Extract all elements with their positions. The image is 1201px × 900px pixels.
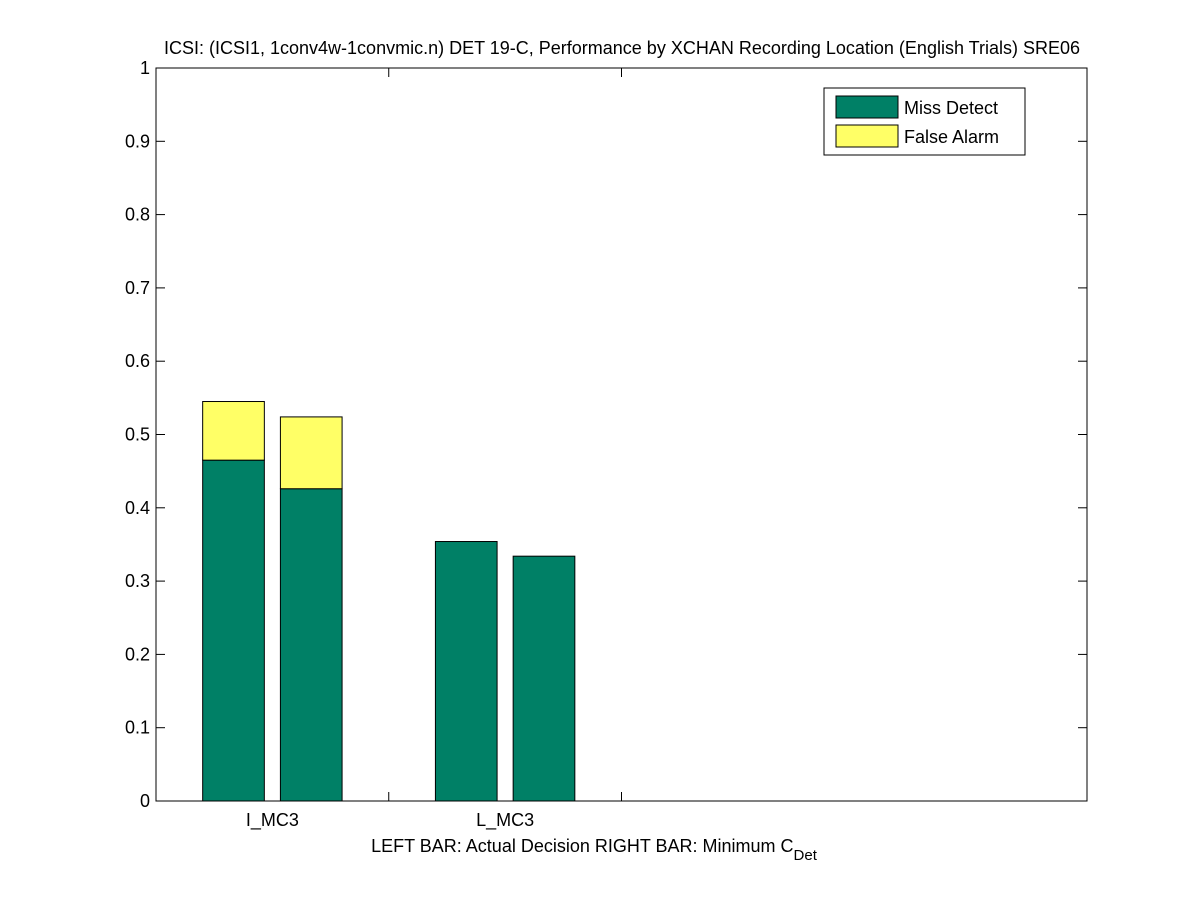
chart-title: ICSI: (ICSI1, 1conv4w-1convmic.n) DET 19…	[164, 38, 1080, 58]
y-tick-label: 0.8	[125, 205, 150, 225]
y-axis: 0 0.1 0.2 0.3 0.4 0.5 0.6 0.7 0.8 0.9 1	[125, 58, 1087, 811]
bar-segment	[512, 555, 576, 802]
x-axis-label: LEFT BAR: Actual Decision RIGHT BAR: Min…	[371, 836, 818, 864]
bar-segment	[434, 541, 498, 802]
legend-label: False Alarm	[904, 127, 999, 147]
bar-segment	[279, 488, 343, 802]
y-tick-label: 0.7	[125, 278, 150, 298]
y-tick-label: 1	[140, 58, 150, 78]
legend-swatch	[835, 95, 899, 119]
legend-label: Miss Detect	[904, 98, 998, 118]
x-category-label: L_MC3	[476, 810, 534, 831]
y-tick-label: 0.2	[125, 644, 150, 664]
bar-segment	[202, 401, 265, 461]
x-category-label: I_MC3	[246, 810, 299, 831]
x-axis-label-subscript: Det	[794, 847, 818, 864]
y-tick-label: 0	[140, 791, 150, 811]
y-tick-label: 0.9	[125, 131, 150, 151]
plot-frame	[155, 67, 1088, 802]
y-tick-label: 0.6	[125, 351, 150, 371]
y-tick-label: 0.5	[125, 425, 150, 445]
bar-segment	[202, 459, 265, 802]
y-tick-label: 0.3	[125, 571, 150, 591]
y-tick-label: 0.1	[125, 718, 150, 738]
bars-group	[202, 401, 576, 802]
x-axis: I_MC3 L_MC3	[246, 68, 622, 831]
legend-swatch	[835, 124, 899, 148]
legend: Miss Detect False Alarm	[823, 87, 1026, 156]
x-axis-label-main: LEFT BAR: Actual Decision RIGHT BAR: Min…	[371, 836, 793, 856]
y-tick-label: 0.4	[125, 498, 150, 518]
bar-segment	[279, 416, 343, 490]
